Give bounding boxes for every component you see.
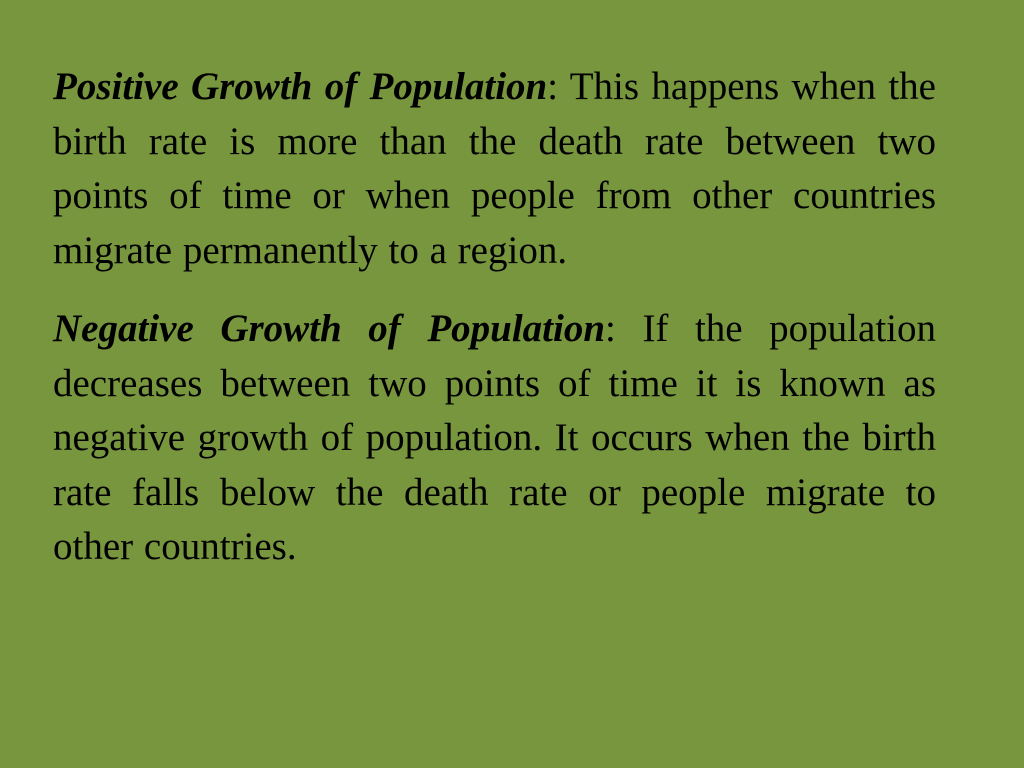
negative-growth-definition: If the population decreases between two … [53, 307, 936, 568]
positive-growth-term: Positive Growth of Population [53, 65, 548, 108]
positive-growth-definition: This happens when the birth rate is more… [53, 65, 936, 272]
positive-growth-separator: : [547, 65, 559, 108]
positive-growth-paragraph: Positive Growth of Population: This happ… [53, 60, 936, 278]
negative-growth-separator: : [605, 307, 616, 350]
negative-growth-term: Negative Growth of Population [53, 307, 606, 350]
negative-growth-paragraph: Negative Growth of Population: If the po… [53, 302, 936, 575]
